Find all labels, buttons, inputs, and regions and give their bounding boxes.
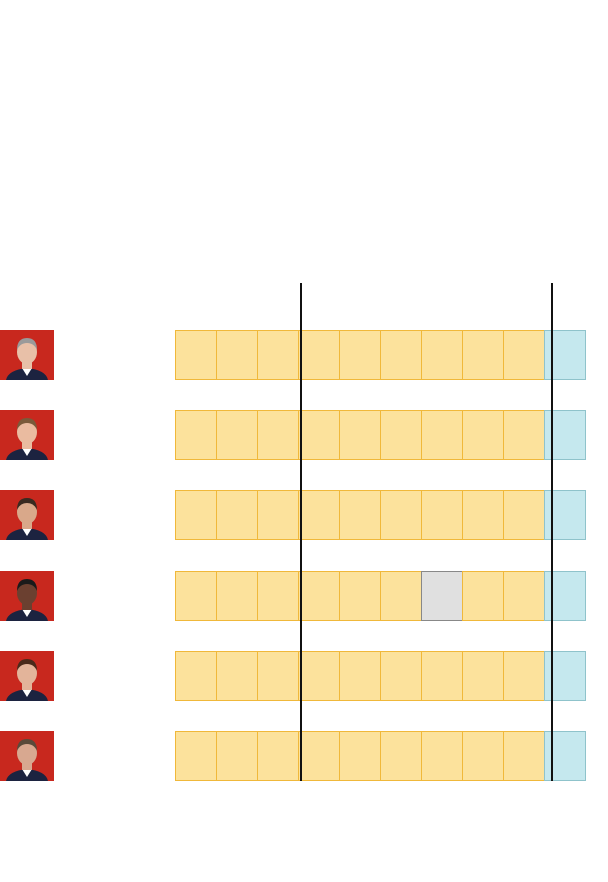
vote-cell-yes	[175, 571, 217, 621]
vote-cell-yes	[503, 731, 545, 781]
vote-cell-yes	[339, 571, 381, 621]
vote-cell-yes	[257, 490, 299, 540]
vote-cell-yes	[339, 330, 381, 380]
vote-cell-yes	[503, 490, 545, 540]
vote-cell-yes	[298, 490, 340, 540]
vote-cell-yes	[380, 330, 422, 380]
vote-cell-yes	[216, 330, 258, 380]
vote-cell-yes	[380, 731, 422, 781]
vote-cell-yes	[216, 410, 258, 460]
member-photo	[0, 410, 54, 460]
vote-cell-yes	[257, 410, 299, 460]
vote-cell-yes	[421, 651, 463, 701]
vote-cell-yes	[503, 330, 545, 380]
vote-cell-absent	[421, 571, 463, 621]
vote-cell-yes	[216, 731, 258, 781]
member-photo	[0, 731, 54, 781]
vote-cell-yes	[298, 410, 340, 460]
member-row	[0, 651, 608, 701]
member-row	[0, 571, 608, 621]
member-row	[0, 410, 608, 460]
vote-cell-yes	[216, 571, 258, 621]
vote-cell-yes	[175, 731, 217, 781]
vote-cell-yes	[380, 490, 422, 540]
vote-cell-yes	[216, 490, 258, 540]
vote-cell-yes	[380, 571, 422, 621]
vote-cell-yes	[462, 731, 504, 781]
vote-cell-yes	[462, 571, 504, 621]
vote-cell-yes	[216, 651, 258, 701]
vote-cell-yes	[298, 571, 340, 621]
vote-cell-yes	[380, 410, 422, 460]
member-photo	[0, 330, 54, 380]
vote-cell-yes	[175, 330, 217, 380]
vote-cell-yes	[421, 731, 463, 781]
vote-cell-yes	[175, 651, 217, 701]
divider-line	[300, 283, 302, 781]
member-row	[0, 330, 608, 380]
vote-cell-yes	[462, 651, 504, 701]
member-photo	[0, 571, 54, 621]
vote-cell-yes	[421, 330, 463, 380]
vote-cell-yes	[175, 490, 217, 540]
vote-cell-yes	[298, 330, 340, 380]
vote-cell-yes	[462, 330, 504, 380]
vote-cell-yes	[339, 490, 381, 540]
vote-cell-yes	[339, 410, 381, 460]
vote-cell-yes	[175, 410, 217, 460]
vote-cell-yes	[257, 731, 299, 781]
vote-cell-yes	[462, 490, 504, 540]
vote-cell-yes	[421, 410, 463, 460]
member-photo	[0, 490, 54, 540]
vote-cell-yes	[462, 410, 504, 460]
vote-cell-yes	[257, 571, 299, 621]
vote-cell-yes	[298, 651, 340, 701]
vote-cell-yes	[257, 330, 299, 380]
vote-cell-yes	[380, 651, 422, 701]
vote-cell-yes	[503, 410, 545, 460]
vote-cell-yes	[339, 651, 381, 701]
member-row	[0, 490, 608, 540]
vote-cell-yes	[503, 651, 545, 701]
vote-cell-yes	[503, 571, 545, 621]
divider-line	[551, 283, 553, 781]
member-photo	[0, 651, 54, 701]
vote-cell-yes	[298, 731, 340, 781]
vote-cell-yes	[339, 731, 381, 781]
vote-cell-yes	[257, 651, 299, 701]
member-row	[0, 731, 608, 781]
vote-cell-yes	[421, 490, 463, 540]
